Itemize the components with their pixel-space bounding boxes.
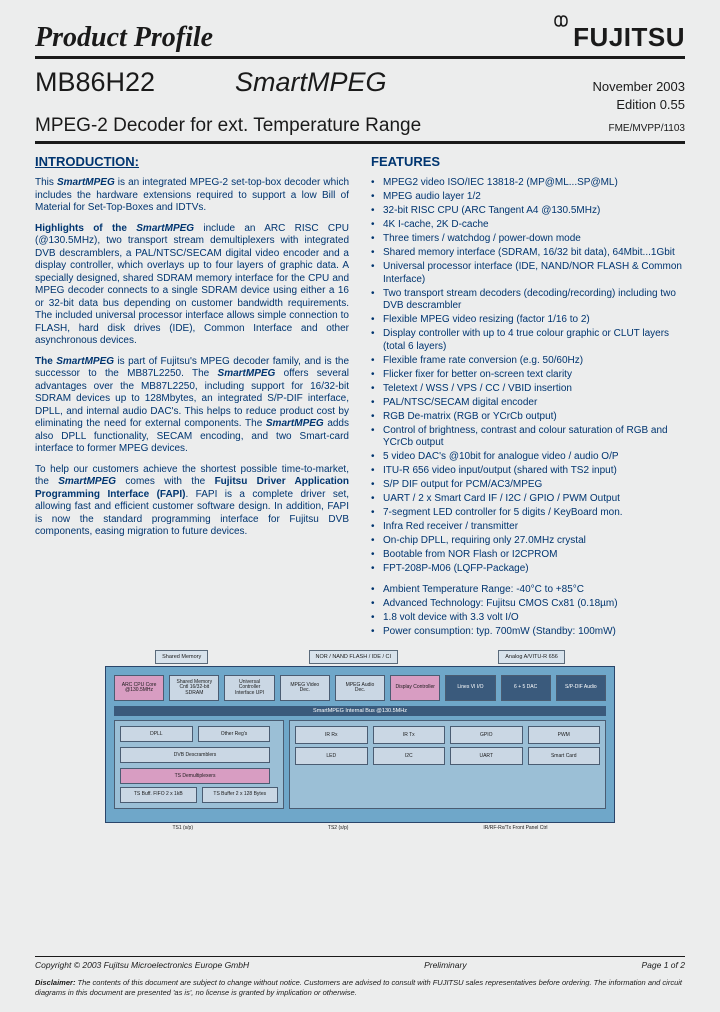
diagram-block: Shared Memory Cntl 16/32-bit SDRAM [169, 675, 219, 702]
feature-item: UART / 2 x Smart Card IF / I2C / GPIO / … [371, 493, 685, 506]
profile-label: Product Profile [35, 22, 213, 54]
doc-status: Preliminary [424, 960, 467, 970]
page-number: Page 1 of 2 [642, 960, 685, 970]
diagram-block: Display Controller [390, 675, 440, 702]
diagram-block: Smart Card [528, 747, 601, 765]
feature-item: Teletext / WSS / VPS / CC / VBID inserti… [371, 383, 685, 396]
feature-item: Display controller with up to 4 true col… [371, 328, 685, 353]
feature-item: Shared memory interface (SDRAM, 16/32 bi… [371, 247, 685, 260]
intro-p4: To help our customers achieve the shorte… [35, 464, 349, 539]
model-number: MB86H22 [35, 67, 235, 98]
diagram-block: IR Tx [373, 726, 446, 744]
doc-reference: FME/MVPP/1103 [608, 123, 685, 134]
features-column: FEATURES MPEG2 video ISO/IEC 13818-2 (MP… [371, 154, 685, 640]
infinity-icon [551, 13, 571, 34]
diagram-ext-block: Shared Memory [155, 650, 208, 664]
feature-item: PAL/NTSC/SECAM digital encoder [371, 397, 685, 410]
title-row: MB86H22 SmartMPEG November 2003 Edition … [35, 67, 685, 113]
feature-item: 1.8 volt device with 3.3 volt I/O [371, 612, 685, 625]
diagram-block: DVB Descramblers [120, 747, 270, 763]
feature-item: Bootable from NOR Flash or I2CPROM [371, 549, 685, 562]
diagram-io-label: TS2 (s/p) [328, 826, 349, 832]
feature-item: Control of brightness, contrast and colo… [371, 425, 685, 450]
diagram-block: TS Buffer 2 x 128 Bytes [202, 787, 279, 803]
diagram-block: LED [295, 747, 368, 765]
diagram-io-label: IR/RF-Rx/Tx Front Panel Ctrl [483, 826, 547, 832]
copyright: Copyright © 2003 Fujitsu Microelectronic… [35, 960, 249, 970]
feature-item: Ambient Temperature Range: -40°C to +85°… [371, 584, 685, 597]
features-list-main: MPEG2 video ISO/IEC 13818-2 (MP@ML...SP@… [371, 177, 685, 576]
intro-p1: This SmartMPEG is an integrated MPEG-2 s… [35, 177, 349, 215]
diagram-block: IR Rx [295, 726, 368, 744]
diagram-block: S/P-DIF Audio [556, 675, 606, 702]
datasheet-page: Product Profile FUJITSU MB86H22 SmartMPE… [0, 0, 720, 841]
feature-item: Three timers / watchdog / power-down mod… [371, 233, 685, 246]
page-footer: Copyright © 2003 Fujitsu Microelectronic… [35, 956, 685, 997]
diagram-block: Other Reg's [198, 726, 271, 742]
intro-p2: Highlights of the SmartMPEG include an A… [35, 223, 349, 348]
brand-logo: FUJITSU [551, 22, 685, 53]
diagram-block: Universal Controller Interface UPI [224, 675, 274, 702]
diagram-block: MPEG Audio Dec. [335, 675, 385, 702]
diagram-bus: SmartMPEG Internal Bus @130.5MHz [114, 706, 606, 716]
diagram-block: MPEG Video Dec. [280, 675, 330, 702]
feature-item: Advanced Technology: Fujitsu CMOS Cx81 (… [371, 598, 685, 611]
diagram-block: GPIO [450, 726, 523, 744]
diagram-block: Lines VI I/O [445, 675, 495, 702]
feature-item: MPEG2 video ISO/IEC 13818-2 (MP@ML...SP@… [371, 177, 685, 190]
features-list-specs: Ambient Temperature Range: -40°C to +85°… [371, 584, 685, 639]
subtitle-row: MPEG-2 Decoder for ext. Temperature Rang… [35, 115, 685, 144]
feature-item: 7-segment LED controller for 5 digits / … [371, 507, 685, 520]
diagram-io-label: TS1 (s/p) [172, 826, 193, 832]
diagram-block: I2C [373, 747, 446, 765]
feature-item: 4K I-cache, 2K D-cache [371, 219, 685, 232]
diagram-block: TS Demultiplexers [120, 768, 270, 784]
feature-item: Power consumption: typ. 700mW (Standby: … [371, 626, 685, 639]
edition: Edition 0.55 [593, 96, 686, 114]
feature-item: ITU-R 656 video input/output (shared wit… [371, 465, 685, 478]
diagram-block: TS Buff. FIFO 2 x 1kB [120, 787, 197, 803]
date: November 2003 [593, 78, 686, 96]
feature-item: 5 video DAC's @10bit for analogue video … [371, 451, 685, 464]
diagram-block: DPLL [120, 726, 193, 742]
subtitle: MPEG-2 Decoder for ext. Temperature Rang… [35, 115, 421, 137]
feature-item: Two transport stream decoders (decoding/… [371, 288, 685, 313]
diagram-block: UART [450, 747, 523, 765]
diagram-block: ARC CPU Core @130.5MHz [114, 675, 164, 702]
disclaimer: Disclaimer: The contents of this documen… [35, 978, 685, 997]
feature-item: Flexible MPEG video resizing (factor 1/1… [371, 314, 685, 327]
feature-item: 32-bit RISC CPU (ARC Tangent A4 @130.5MH… [371, 205, 685, 218]
diagram-ext-block: Analog A/VITU-R 656 [498, 650, 565, 664]
feature-item: Infra Red receiver / transmitter [371, 521, 685, 534]
header: Product Profile FUJITSU [35, 22, 685, 59]
feature-item: RGB De-matrix (RGB or YCrCb output) [371, 411, 685, 424]
feature-item: Flicker fixer for better on-screen text … [371, 369, 685, 382]
introduction-column: INTRODUCTION: This SmartMPEG is an integ… [35, 154, 349, 640]
brand-text: FUJITSU [573, 22, 685, 53]
diagram-block: PWM [528, 726, 601, 744]
feature-item: S/P DIF output for PCM/AC3/MPEG [371, 479, 685, 492]
feature-item: FPT-208P-M06 (LQFP-Package) [371, 563, 685, 576]
feature-item: Universal processor interface (IDE, NAND… [371, 261, 685, 286]
diagram-ext-block: NOR / NAND FLASH / IDE / CI [309, 650, 398, 664]
product-name: SmartMPEG [235, 67, 593, 98]
block-diagram: Shared Memory NOR / NAND FLASH / IDE / CI… [105, 650, 615, 832]
feature-item: Flexible frame rate conversion (e.g. 50/… [371, 355, 685, 368]
diagram-block: 6 + 5 DAC [501, 675, 551, 702]
content-columns: INTRODUCTION: This SmartMPEG is an integ… [35, 154, 685, 640]
meta-block: November 2003 Edition 0.55 [593, 78, 686, 113]
feature-item: On-chip DPLL, requiring only 27.0MHz cry… [371, 535, 685, 548]
intro-heading: INTRODUCTION: [35, 154, 349, 170]
feature-item: MPEG audio layer 1/2 [371, 191, 685, 204]
intro-p3: The SmartMPEG is part of Fujitsu's MPEG … [35, 356, 349, 456]
features-heading: FEATURES [371, 154, 685, 170]
